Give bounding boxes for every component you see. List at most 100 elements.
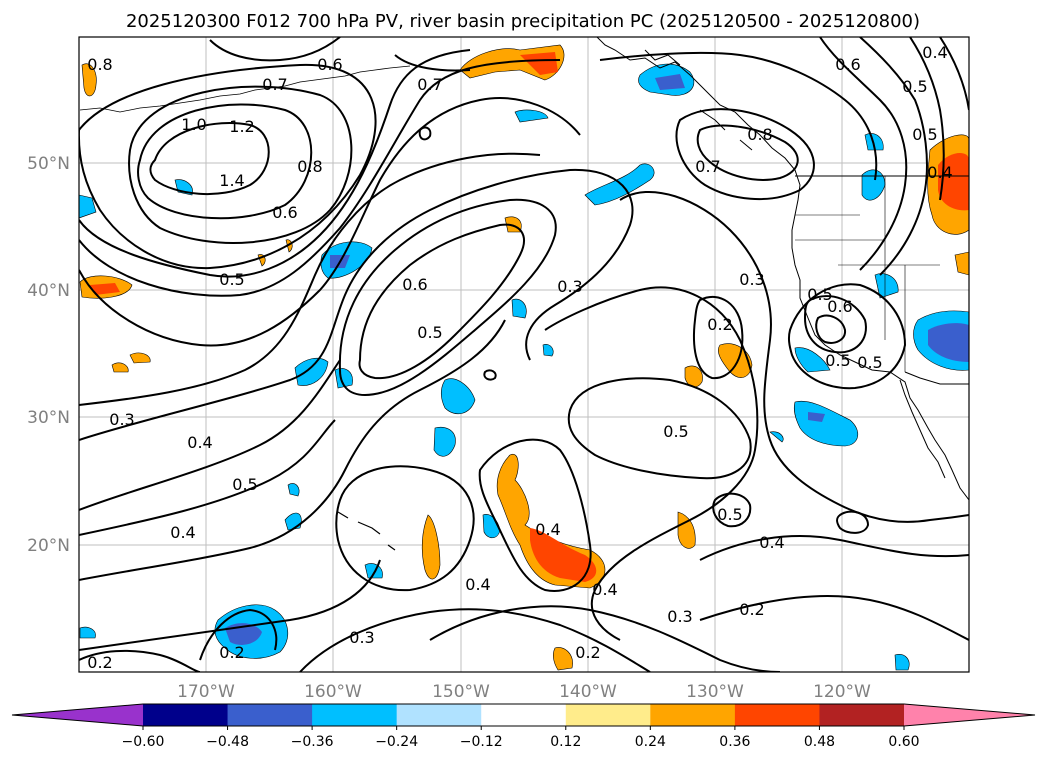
contour-label-0-8-bc: 0.8 [747, 125, 772, 144]
pv-contour-0-2-s [299, 608, 651, 672]
colorbar-tick-label: −0.60 [122, 734, 165, 750]
pv-contour-0-4-hawaii [335, 465, 475, 592]
colorbar-tick-label: 0.60 [888, 734, 919, 750]
pv-contour-0-3-e [544, 286, 759, 641]
contour-label-0-4-south-3: 0.4 [592, 580, 617, 599]
precip-negative-area [874, 273, 899, 299]
colorbar-bin [565, 704, 651, 726]
contour-label-0-5-rockies: 0.5 [857, 353, 882, 372]
precip-negative-area [769, 431, 784, 443]
precip-negative-area [584, 163, 655, 206]
contour-label-0-6-west: 0.6 [272, 203, 297, 222]
lat-labels: 50°N 40°N 30°N 20°N [27, 154, 70, 556]
precip-positive-area [111, 362, 129, 373]
colorbar-tick-label: −0.24 [375, 734, 418, 750]
precip-negative-area [440, 378, 476, 415]
pv-contour-0-5-cal [787, 283, 907, 390]
pv-contour-0-2-se [699, 595, 969, 641]
map-panel: 0.8 0.7 0.6 0.7 1.0 1.2 1.4 0.8 0.6 0.5 … [27, 36, 970, 702]
colorbar-bin [734, 704, 820, 726]
colorbar-bin [396, 704, 482, 726]
pv-contour-0-6-ridge [358, 223, 525, 380]
pv-contour-0-6-cal [803, 295, 867, 354]
contour-label-0-2-coast: 0.2 [707, 315, 732, 334]
pv-contour-0-3-sw [79, 559, 381, 651]
pv-contour-0-6-ne [819, 37, 908, 271]
coastline-baja [899, 379, 946, 479]
lon-label-140w: 140°W [559, 682, 617, 702]
contour-label-0-3-coast: 0.3 [739, 270, 764, 289]
pv-contour-small-ring [418, 126, 432, 141]
precip-negative-area [808, 412, 825, 422]
contour-label-0-5-cal: 0.5 [825, 351, 850, 370]
lon-label-170w: 170°W [177, 682, 235, 702]
colorbar-bin [312, 704, 398, 726]
precip-positive-area [81, 63, 97, 97]
lon-labels: 170°W 160°W 150°W 140°W 130°W 120°W [177, 682, 871, 702]
pv-contour-0-3-s [429, 605, 781, 672]
contour-label-0-6-ne: 0.6 [835, 55, 860, 74]
precip-positive-area [553, 647, 573, 671]
contour-label-0-8-nw: 0.8 [87, 55, 112, 74]
contour-label-0-4-sw: 0.4 [187, 433, 212, 452]
colorbar-tick-label: 0.48 [804, 734, 835, 750]
contour-label-0-3-south: 0.3 [349, 628, 374, 647]
pv-contour-0-5-small [712, 492, 752, 528]
pv-contour-0-3 [79, 152, 541, 406]
contour-label-0-4-rockies: 0.4 [927, 163, 952, 182]
contour-label-0-4-south: 0.4 [170, 523, 195, 542]
aleutian-islands [79, 65, 411, 113]
contour-label-0-3-south-2: 0.3 [667, 607, 692, 626]
colorbar-tick-label: −0.36 [291, 734, 334, 750]
precip-negative-area [287, 483, 300, 497]
pv-contour-0-2-coast [692, 295, 744, 380]
pv-contour-0-6-n [599, 51, 878, 181]
border-us-mexico [904, 371, 969, 385]
pv-contour-0-4-s [79, 319, 506, 581]
precip-positive-area [530, 528, 597, 582]
pv-contour-0-5-ne [859, 37, 928, 276]
contour-labels: 0.8 0.7 0.6 0.7 1.0 1.2 1.4 0.8 0.6 0.5 … [87, 43, 952, 672]
contour-label-0-5-coast: 0.5 [912, 125, 937, 144]
precip-shading [79, 44, 969, 671]
contour-label-0-6-gulf: 0.6 [827, 297, 852, 316]
pv-contour-0-5-south [567, 377, 752, 480]
precip-negative-area [864, 133, 884, 151]
colorbar-bin [12, 704, 143, 726]
pv-contour-small-ring-2 [483, 369, 497, 381]
contour-label-0-7-bc: 0.7 [695, 157, 720, 176]
colorbar-bin [481, 704, 567, 726]
contour-label-1-2: 1.2 [229, 117, 254, 136]
contour-label-0-6-north: 0.6 [317, 55, 342, 74]
pv-contour-0-4-se [699, 535, 969, 561]
precip-positive-area [684, 365, 703, 388]
contour-label-1-4: 1.4 [219, 171, 244, 190]
colorbar-bin [650, 704, 736, 726]
coastlines [79, 37, 969, 551]
pv-contour-0-5b [79, 97, 581, 347]
contour-label-0-5-ridge: 0.5 [417, 323, 442, 342]
precip-negative-area [511, 298, 527, 319]
lon-label-130w: 130°W [686, 682, 744, 702]
contour-label-0-3-east: 0.3 [557, 277, 582, 296]
pv-contour-0-7-n2 [394, 54, 471, 72]
contour-label-0-4-hawaii: 0.4 [465, 575, 490, 594]
lon-label-160w: 160°W [304, 682, 362, 702]
lon-label-150w: 150°W [432, 682, 490, 702]
contour-label-1-0: 1.0 [181, 115, 206, 134]
precip-negative-area [928, 323, 969, 362]
precip-positive-area [90, 283, 120, 295]
pv-contour-0-8-bc [696, 124, 799, 181]
precip-negative-area [294, 357, 329, 386]
pv-contour-0-5-ne2 [909, 37, 945, 201]
precip-positive-area [520, 52, 558, 75]
precip-negative-area [794, 347, 831, 373]
pv-contour-0-4 [79, 168, 634, 441]
contour-label-0-2-south: 0.2 [575, 643, 600, 662]
colorbar-tick-label: −0.48 [206, 734, 249, 750]
precip-negative-area [514, 109, 549, 123]
contour-label-0-5-bottom: 0.5 [807, 285, 832, 304]
lat-label-30n: 30°N [27, 408, 70, 428]
contour-label-0-5-ne: 0.5 [902, 77, 927, 96]
